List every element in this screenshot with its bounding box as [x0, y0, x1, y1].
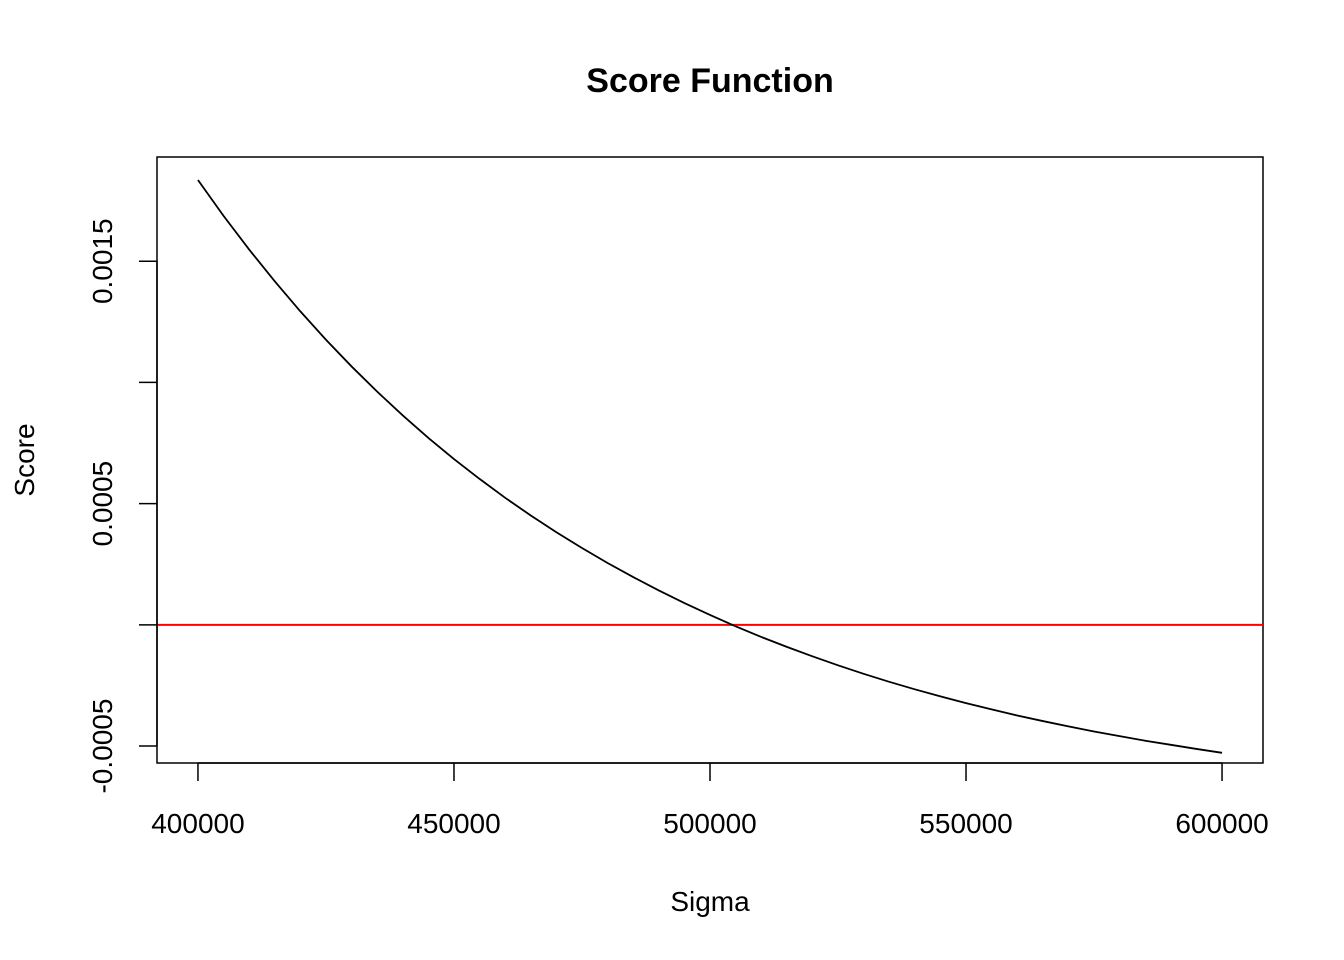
y-tick-label-0: -0.0005: [87, 699, 118, 794]
plot-frame: [156, 156, 1264, 764]
x-tick-label-2: 500000: [663, 808, 756, 839]
series-lines: [197, 179, 1223, 754]
x-tick-label-1: 450000: [407, 808, 500, 839]
series-line-0: [197, 179, 1223, 754]
y-tick-label-4: 0.0015: [87, 218, 118, 304]
y-axis-label: Score: [9, 423, 40, 496]
y-tick-label-2: 0.0005: [87, 461, 118, 547]
x-tick-label-0: 400000: [151, 808, 244, 839]
x-axis-label: Sigma: [670, 886, 750, 917]
x-tick-label-3: 550000: [919, 808, 1012, 839]
chart-title: Score Function: [586, 62, 833, 100]
x-tick-label-4: 600000: [1175, 808, 1268, 839]
x-axis: 400000 450000 500000 550000 600000: [151, 762, 1269, 839]
y-axis: -0.0005 0.0005 0.0015: [87, 218, 158, 794]
